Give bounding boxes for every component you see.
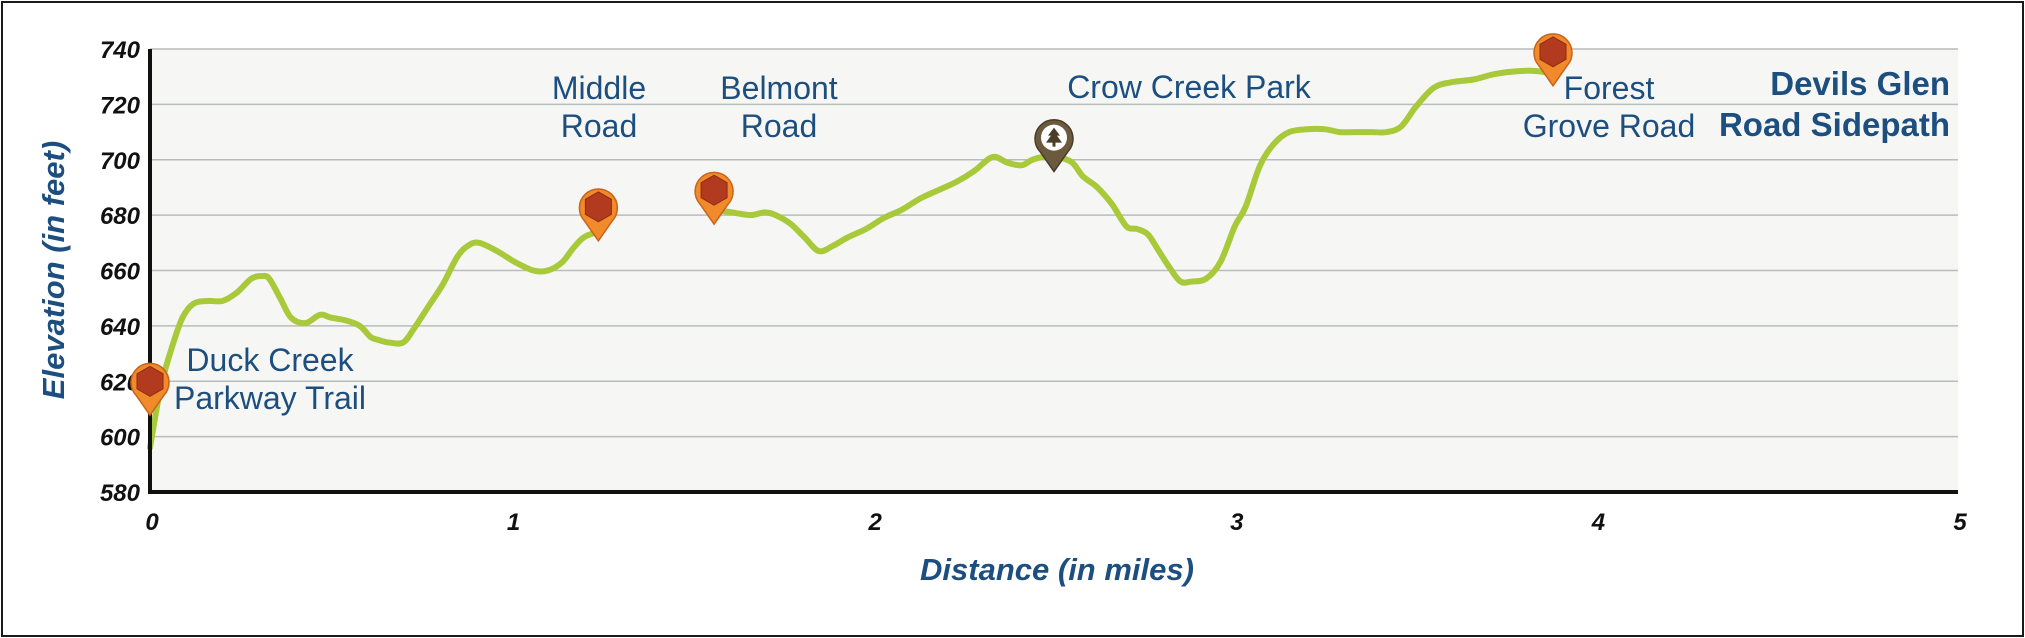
- location-label: Crow Creek Park: [1067, 69, 1312, 105]
- x-tick-labels: 0 1 2 3 4 5: [145, 509, 1967, 536]
- y-axis-label: Elevation (in feet): [36, 141, 71, 399]
- location-label: Forest: [1564, 70, 1655, 106]
- x-tick-label: 5: [1953, 509, 1967, 536]
- x-tick-label: 0: [145, 509, 159, 536]
- trailhead-icon: [1539, 36, 1567, 68]
- x-axis-label: Distance (in miles): [920, 552, 1194, 587]
- y-tick-label: 680: [100, 203, 141, 230]
- location-label: Belmont: [720, 70, 838, 106]
- location-label: Road: [741, 108, 818, 144]
- trailhead-icon: [584, 191, 612, 223]
- elevation-line-segment: [147, 228, 602, 451]
- trailhead-icon: [136, 365, 164, 397]
- x-tick-label: 2: [868, 509, 883, 536]
- location-label: Parkway Trail: [174, 380, 366, 416]
- trailhead-marker: [578, 188, 619, 243]
- x-tick-label: 1: [507, 509, 520, 536]
- trailhead-marker: [1533, 33, 1573, 88]
- location-label: Grove Road: [1523, 108, 1696, 144]
- y-tick-label: 580: [100, 480, 141, 507]
- park-marker: [1034, 119, 1074, 173]
- trailhead-icon: [700, 174, 728, 206]
- y-tick-label: 600: [100, 425, 141, 452]
- location-label: Road: [561, 108, 638, 144]
- y-tick-label: 640: [100, 314, 141, 341]
- location-label: Duck Creek: [186, 342, 354, 378]
- x-tick-label: 3: [1230, 509, 1244, 536]
- location-label: Middle: [552, 70, 646, 106]
- x-tick-label: 4: [1591, 509, 1605, 536]
- y-tick-label: 720: [100, 92, 141, 119]
- y-tick-label: 740: [100, 37, 141, 64]
- y-tick-label: 660: [100, 259, 141, 286]
- tree-icon: [1046, 127, 1062, 147]
- chart-title-line-1: Devils Glen: [1770, 65, 1950, 102]
- trailhead-marker: [130, 362, 170, 417]
- chart-title-line-2: Road Sidepath: [1719, 106, 1950, 143]
- elevation-series: [147, 67, 1556, 451]
- trailhead-marker: [694, 171, 734, 226]
- y-tick-label: 700: [100, 148, 141, 175]
- elevation-line-segment: [711, 67, 1556, 286]
- location-markers: [130, 33, 1573, 417]
